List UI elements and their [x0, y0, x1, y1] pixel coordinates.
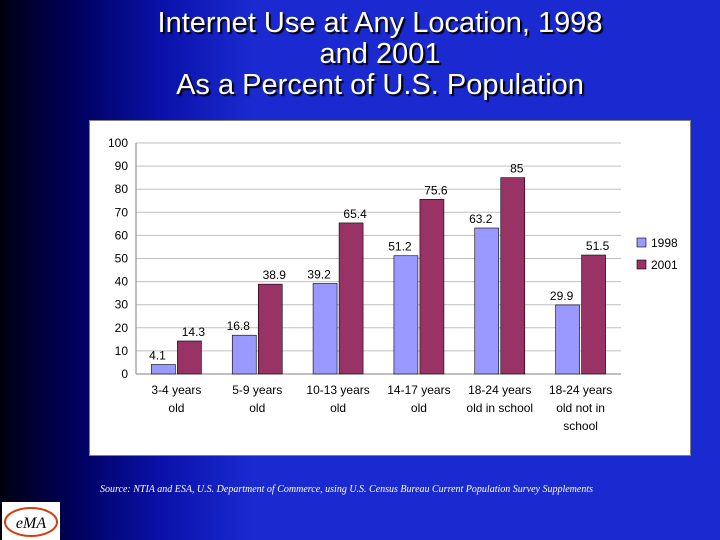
y-tick-label: 40: [115, 275, 129, 289]
x-tick-label: 18-24 years: [549, 383, 612, 397]
data-label: 38.9: [263, 268, 287, 282]
chart-panel: 0 10 20 30 40 50 60 70 80 90 100 4.1 14.3 3-4 years ol…: [89, 120, 691, 456]
data-label: 51.5: [586, 239, 610, 253]
title-line-1: Internet Use at Any Location, 1998: [157, 7, 603, 39]
y-tick-label: 70: [115, 205, 129, 219]
bar-1998: [393, 255, 419, 375]
data-label: 16.8: [227, 319, 251, 333]
y-tick-label: 90: [115, 159, 129, 173]
x-tick-label: school: [563, 419, 598, 433]
data-label: 29.9: [550, 289, 574, 303]
svg-text:eMA: eMA: [16, 515, 46, 532]
y-tick-label: 30: [115, 298, 129, 312]
bar-chart: 0 10 20 30 40 50 60 70 80 90 100 4.1 14.3 3-4 years ol…: [108, 136, 678, 433]
title-line-2: and 2001: [319, 38, 441, 70]
y-tick-label: 60: [115, 228, 129, 242]
data-label: 51.2: [388, 240, 412, 254]
x-tick-label: 5-9 years: [232, 383, 282, 397]
bar-1998: [151, 364, 176, 375]
x-tick-label: old not in: [556, 401, 605, 415]
bar-2001: [338, 222, 364, 375]
bar-1998: [474, 227, 500, 375]
data-label: 85: [510, 162, 524, 176]
x-tick-label: old: [168, 401, 184, 415]
y-tick-label: 50: [115, 252, 129, 266]
bar-2001: [500, 177, 526, 375]
data-label: 63.2: [469, 212, 493, 226]
x-tick-label: 14-17 years: [387, 383, 450, 397]
bar-1998: [231, 334, 257, 375]
bar-2001: [419, 199, 445, 375]
data-label: 75.6: [424, 183, 448, 197]
y-tick-label: 100: [108, 136, 128, 150]
legend-swatch-2001: [636, 259, 647, 270]
bar-2001: [177, 340, 202, 375]
chart-title: Internet Use at Any Location, 1998 and 2…: [0, 8, 720, 101]
bar-2001: [257, 283, 283, 375]
x-tick-label: 10-13 years: [306, 383, 369, 397]
legend-swatch-1998: [636, 237, 647, 248]
y-tick-label: 20: [115, 321, 129, 335]
source-note: Source: NTIA and ESA, U.S. Department of…: [100, 484, 593, 495]
y-tick-label: 0: [121, 367, 128, 381]
title-line-3: As a Percent of U.S. Population: [176, 69, 584, 101]
data-label: 65.4: [343, 207, 367, 221]
data-label: 4.1: [149, 349, 166, 363]
y-tick-label: 10: [115, 344, 129, 358]
legend-label-2001: 2001: [651, 258, 678, 272]
x-tick-label: old: [249, 401, 265, 415]
x-tick-label: old in school: [466, 401, 533, 415]
x-tick-label: 3-4 years: [151, 383, 201, 397]
data-label: 14.3: [182, 325, 206, 339]
x-tick-label: 18-24 years: [468, 383, 531, 397]
bar-1998: [312, 283, 338, 375]
bar-1998: [555, 304, 580, 375]
bar-2001: [581, 254, 606, 375]
x-tick-label: old: [411, 401, 427, 415]
x-tick-label: old: [330, 401, 346, 415]
ema-logo: eMA: [2, 502, 60, 540]
data-label: 39.2: [307, 267, 331, 281]
y-tick-label: 80: [115, 182, 129, 196]
legend-label-1998: 1998: [651, 236, 678, 250]
